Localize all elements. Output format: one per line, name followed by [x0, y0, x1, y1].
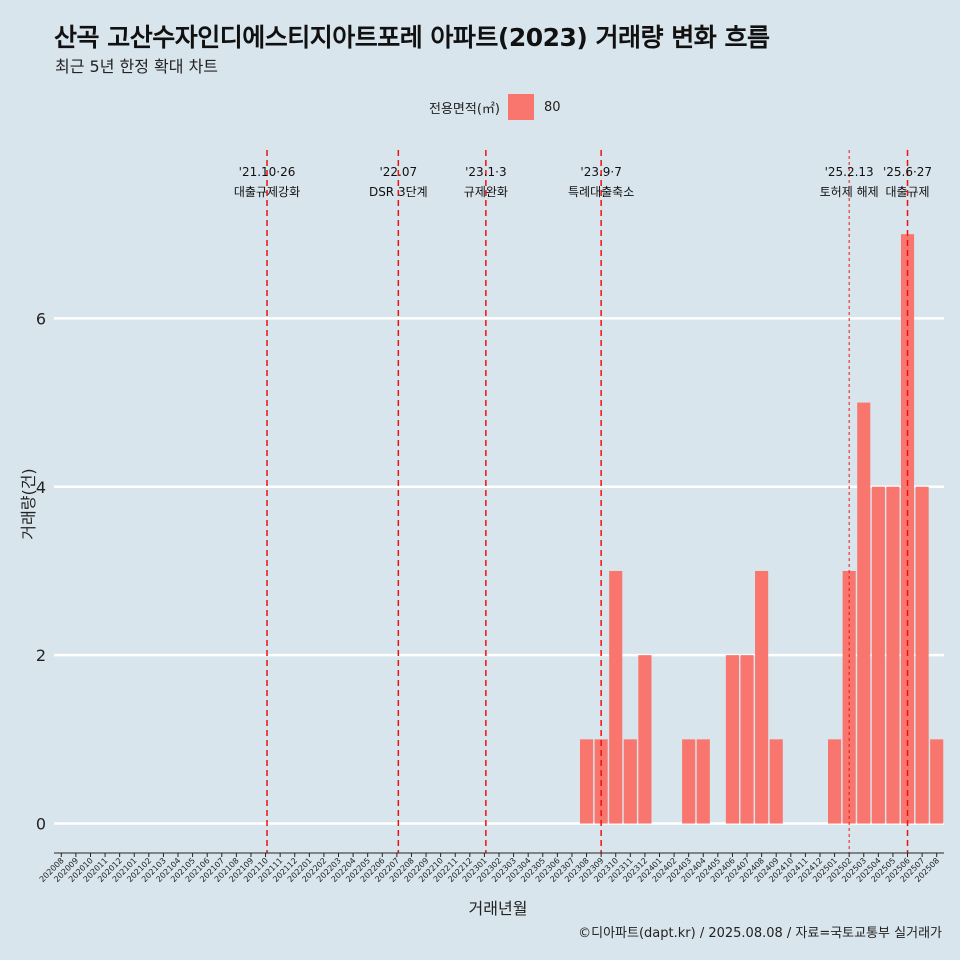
bar: [638, 655, 652, 824]
y-tick-label: 0: [36, 815, 46, 834]
legend-title: 전용면적(㎡): [429, 101, 500, 117]
bar: [623, 739, 637, 824]
legend-swatch: [507, 94, 534, 120]
bar: [900, 234, 915, 824]
caption: ©디아파트(dapt.kr) / 2025.08.08 / 자료=국토교통부 실…: [578, 926, 942, 941]
bar: [769, 739, 783, 824]
event-date-label: '25.2.13: [825, 165, 874, 179]
chart-title: 산곡 고산수자인디에스티지아트포레 아파트(2023) 거래량 변화 흐름: [54, 23, 770, 52]
axes: 0246202008202009202010202011202012202101…: [36, 309, 944, 884]
y-tick-label: 2: [36, 646, 46, 665]
bar: [682, 739, 696, 824]
y-tick-label: 6: [36, 309, 46, 328]
event-label: 대출규제강화: [234, 185, 300, 199]
bar: [755, 570, 769, 824]
y-tick-label: 4: [36, 478, 46, 497]
bar: [930, 739, 944, 824]
event-label: 규제완화: [464, 185, 508, 199]
event-label: DSR 3단계: [369, 185, 428, 199]
event-label: 대출규제: [885, 185, 929, 199]
event-label: 토허제 해제: [820, 185, 879, 199]
bar: [609, 570, 623, 824]
grid: [54, 317, 944, 825]
event-date-label: '22.07: [379, 165, 417, 179]
event-date-label: '23.1·3: [465, 165, 506, 179]
bar: [915, 486, 929, 824]
event-label: 특례대출축소: [568, 185, 634, 199]
event-date-label: '21.10·26: [239, 165, 296, 179]
event-date-label: '25.6·27: [883, 165, 932, 179]
bar: [857, 402, 871, 824]
bar: [696, 739, 710, 824]
bar: [828, 739, 842, 824]
event-lines: '21.10·26 대출규제강화 '22.07 DSR 3단계 '23.1·3 규제완화 '…: [234, 150, 932, 853]
y-axis-title: 거래량(건): [19, 468, 38, 539]
event-date-label: '23.9·7: [580, 165, 621, 179]
bar: [740, 655, 754, 824]
bar: [579, 739, 594, 824]
bar: [871, 486, 885, 824]
x-axis-title: 거래년월: [469, 899, 528, 918]
legend: 전용면적(㎡) 80: [429, 94, 561, 120]
legend-entry-label: 80: [543, 99, 561, 115]
bar: [725, 655, 740, 824]
bars: [579, 234, 944, 824]
bar: [886, 486, 900, 824]
chart-subtitle: 최근 5년 한정 확대 차트: [55, 57, 219, 76]
